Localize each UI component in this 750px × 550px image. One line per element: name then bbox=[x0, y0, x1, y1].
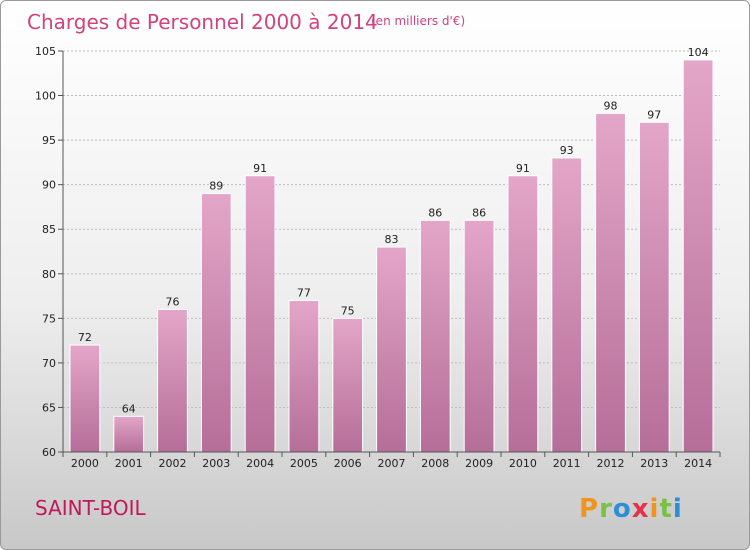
value-label-2007: 83 bbox=[385, 233, 399, 246]
value-label-2011: 93 bbox=[560, 144, 574, 157]
value-label-2004: 91 bbox=[253, 162, 267, 175]
bar-2014 bbox=[682, 59, 714, 453]
logo-letter: o bbox=[613, 494, 632, 524]
y-tick-label: 95 bbox=[42, 134, 56, 147]
bar-2004 bbox=[244, 175, 276, 453]
bar-2001 bbox=[113, 415, 145, 453]
x-axis: 2000 2001 2002 2003 2004 2005 2006 2007 2008 2009… bbox=[62, 451, 721, 470]
bar-2008 bbox=[419, 219, 451, 453]
x-tick-label-2003: 2003 bbox=[202, 457, 230, 470]
bar-2000 bbox=[69, 344, 101, 453]
chart-subtitle: (en milliers d'€) bbox=[371, 14, 465, 28]
x-tick-label-2012: 2012 bbox=[597, 457, 625, 470]
value-label-2010: 91 bbox=[516, 162, 530, 175]
value-labels: 72 64 76 89 91 77 75 83 86 86 91 93 98 97 104 bbox=[78, 46, 709, 415]
logo-letter: i bbox=[650, 494, 660, 524]
y-tick-label: 100 bbox=[35, 90, 56, 103]
bar-2006 bbox=[332, 317, 364, 453]
bars bbox=[69, 59, 714, 453]
x-tick-label-2014: 2014 bbox=[684, 457, 712, 470]
x-tick-label-2000: 2000 bbox=[71, 457, 99, 470]
logo-letter: t bbox=[659, 494, 672, 524]
bar-2009 bbox=[463, 219, 495, 453]
bar-2012 bbox=[595, 112, 626, 453]
y-tick-label: 90 bbox=[42, 179, 56, 192]
logo-letter: P bbox=[579, 494, 599, 524]
value-label-2014: 104 bbox=[688, 46, 709, 59]
y-tick-label: 75 bbox=[42, 312, 56, 325]
chart-title: Charges de Personnel 2000 à 2014 bbox=[27, 10, 378, 34]
logo-letter: i bbox=[673, 494, 683, 524]
value-label-2008: 86 bbox=[428, 206, 442, 219]
y-tick-label: 70 bbox=[42, 357, 56, 370]
x-tick-label-2013: 2013 bbox=[640, 457, 668, 470]
bar-2003 bbox=[200, 193, 232, 453]
logo-letter: r bbox=[599, 494, 613, 524]
value-label-2002: 76 bbox=[166, 295, 180, 308]
y-tick-label: 105 bbox=[35, 45, 56, 58]
y-axis: 60 65 70 75 80 85 90 95 100 105 bbox=[35, 45, 64, 459]
bar-2013 bbox=[638, 121, 670, 453]
x-tick-label-2009: 2009 bbox=[465, 457, 493, 470]
value-label-2009: 86 bbox=[472, 206, 486, 219]
bar-2010 bbox=[507, 175, 539, 453]
value-label-2005: 77 bbox=[297, 287, 311, 300]
value-label-2001: 64 bbox=[122, 402, 136, 415]
x-tick-label-2001: 2001 bbox=[115, 457, 143, 470]
bar-2011 bbox=[551, 157, 583, 453]
x-tick-label-2005: 2005 bbox=[290, 457, 318, 470]
x-tick-label-2011: 2011 bbox=[553, 457, 581, 470]
x-tick-label-2010: 2010 bbox=[509, 457, 537, 470]
x-tick-label-2004: 2004 bbox=[246, 457, 274, 470]
location-name: SAINT-BOIL bbox=[35, 496, 147, 520]
value-label-2013: 97 bbox=[647, 108, 661, 121]
value-label-2006: 75 bbox=[341, 304, 355, 317]
x-tick-label-2008: 2008 bbox=[421, 457, 449, 470]
bar-2005 bbox=[288, 300, 320, 453]
x-tick-label-2007: 2007 bbox=[378, 457, 406, 470]
x-tick-label-2002: 2002 bbox=[159, 457, 187, 470]
value-label-2003: 89 bbox=[209, 180, 223, 193]
value-label-2000: 72 bbox=[78, 331, 92, 344]
y-tick-label: 60 bbox=[42, 446, 56, 459]
x-tick-label-2006: 2006 bbox=[334, 457, 362, 470]
bar-2007 bbox=[376, 246, 407, 453]
y-tick-label: 85 bbox=[42, 223, 56, 236]
bar-2002 bbox=[157, 308, 188, 453]
y-tick-label: 80 bbox=[42, 268, 56, 281]
y-tick-label: 65 bbox=[42, 401, 56, 414]
proxiti-logo: Proxiti bbox=[579, 494, 683, 524]
value-label-2012: 98 bbox=[604, 99, 618, 112]
logo-letter: x bbox=[632, 494, 650, 524]
